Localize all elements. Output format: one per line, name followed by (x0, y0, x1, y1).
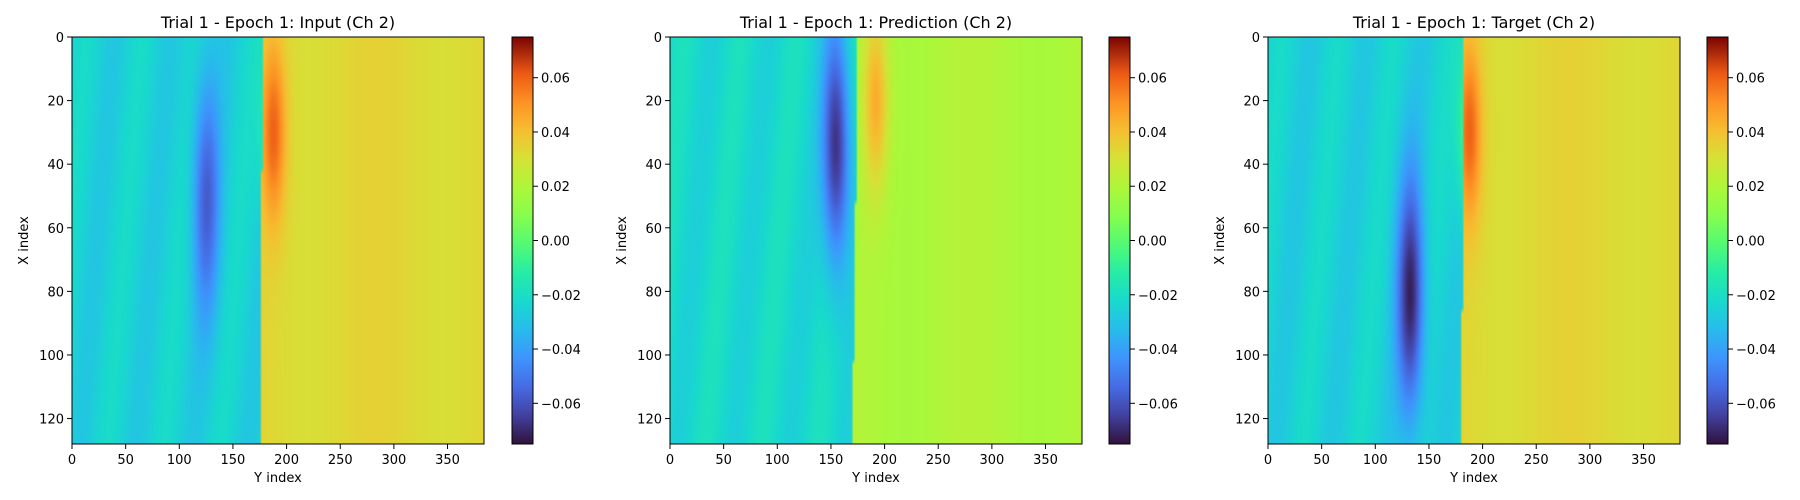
x-tick-label: 50 (117, 453, 134, 468)
x-tick-label: 100 (765, 453, 790, 468)
y-tick-label: 80 (1243, 285, 1260, 300)
colorbar (1108, 36, 1131, 445)
chart-title: Trial 1 - Epoch 1: Prediction (Ch 2) (739, 13, 1012, 32)
x-tick-label: 250 (926, 453, 951, 468)
colorbar-tick-label: −0.02 (541, 289, 581, 304)
y-tick-label: 100 (1235, 349, 1260, 364)
colorbar-tick-label: −0.04 (1138, 343, 1178, 358)
y-tick-label: 60 (645, 222, 662, 237)
axes-frame (669, 36, 1083, 445)
x-tick-label: 300 (1577, 453, 1602, 468)
y-tick-label: 80 (47, 285, 64, 300)
x-tick-label: 0 (666, 453, 674, 468)
chart-title: Trial 1 - Epoch 1: Input (Ch 2) (160, 13, 395, 32)
x-tick-label: 250 (1524, 453, 1549, 468)
colorbar-tick-label: 0.06 (1736, 72, 1765, 87)
x-tick-label: 150 (1417, 453, 1442, 468)
colorbar-tick-label: −0.02 (1138, 289, 1178, 304)
colorbar-tick-label: 0.00 (541, 235, 570, 250)
colorbar-tick-label: 0.04 (1736, 126, 1765, 141)
y-tick-label: 40 (47, 158, 64, 173)
x-tick-label: 350 (1033, 453, 1058, 468)
heatmap-image (670, 37, 1082, 444)
x-tick-label: 200 (872, 453, 897, 468)
colorbar-tick-label: −0.04 (1736, 343, 1776, 358)
colorbar-tick-label: 0.02 (541, 180, 570, 195)
colorbar-tick-label: 0.02 (1736, 180, 1765, 195)
y-tick-label: 120 (1235, 413, 1260, 428)
colorbar-tick-label: −0.02 (1736, 289, 1776, 304)
colorbar-tick-label: −0.06 (1736, 397, 1776, 412)
y-tick-label: 40 (645, 158, 662, 173)
axes-frame (71, 36, 485, 445)
colorbar-tick-label: 0.00 (1138, 235, 1167, 250)
colorbar-tick-label: 0.06 (541, 72, 570, 87)
heatmap-image (1268, 37, 1680, 444)
y-tick-label: 60 (1243, 222, 1260, 237)
x-tick-label: 50 (715, 453, 732, 468)
y-axis-label: X index (1213, 216, 1228, 265)
heatmap-panel-2: Trial 1 - Epoch 1: Prediction (Ch 2) 0 50 1… (615, 13, 1178, 486)
y-tick-label: 100 (637, 349, 662, 364)
heatmap-image (72, 37, 484, 444)
y-tick-label: 60 (47, 222, 64, 237)
y-axis-label: X index (17, 216, 32, 265)
x-tick-label: 0 (68, 453, 76, 468)
y-axis-label: X index (615, 216, 630, 265)
y-tick-label: 80 (645, 285, 662, 300)
x-tick-label: 350 (435, 453, 460, 468)
colorbar (511, 36, 534, 445)
x-axis-label: Y index (1449, 471, 1498, 486)
x-tick-label: 150 (819, 453, 844, 468)
y-tick-label: 0 (654, 31, 662, 46)
colorbar-tick-label: 0.04 (1138, 126, 1167, 141)
y-tick-label: 0 (1252, 31, 1260, 46)
y-tick-label: 120 (39, 413, 64, 428)
x-tick-label: 300 (381, 453, 406, 468)
y-tick-label: 100 (39, 349, 64, 364)
heatmap-panel-1: Trial 1 - Epoch 1: Input (Ch 2) 0 50 100 150… (17, 13, 581, 486)
colorbar-tick-label: 0.04 (541, 126, 570, 141)
colorbar (1706, 36, 1729, 445)
y-tick-label: 40 (1243, 158, 1260, 173)
x-tick-label: 300 (979, 453, 1004, 468)
x-tick-label: 100 (1363, 453, 1388, 468)
axes-frame (1267, 36, 1681, 445)
colorbar-tick-label: −0.06 (541, 397, 581, 412)
heatmap-panel-3: Trial 1 - Epoch 1: Target (Ch 2) 0 50 100 15… (1213, 13, 1776, 486)
colorbar-tick-label: 0.06 (1138, 72, 1167, 87)
y-tick-label: 120 (637, 413, 662, 428)
colorbar-tick-label: 0.00 (1736, 235, 1765, 250)
x-axis-label: Y index (851, 471, 900, 486)
x-axis-label: Y index (253, 471, 302, 486)
x-tick-label: 100 (167, 453, 192, 468)
colorbar-tick-label: 0.02 (1138, 180, 1167, 195)
x-tick-label: 0 (1264, 453, 1272, 468)
x-tick-label: 50 (1313, 453, 1330, 468)
x-tick-label: 150 (221, 453, 246, 468)
x-tick-label: 200 (1470, 453, 1495, 468)
colorbar-tick-label: −0.06 (1138, 397, 1178, 412)
y-tick-label: 20 (645, 95, 662, 110)
x-tick-label: 200 (274, 453, 299, 468)
chart-title: Trial 1 - Epoch 1: Target (Ch 2) (1352, 13, 1595, 32)
y-tick-label: 0 (56, 31, 64, 46)
x-tick-label: 250 (328, 453, 353, 468)
y-tick-label: 20 (1243, 95, 1260, 110)
colorbar-tick-label: −0.04 (541, 343, 581, 358)
y-tick-label: 20 (47, 95, 64, 110)
x-tick-label: 350 (1631, 453, 1656, 468)
